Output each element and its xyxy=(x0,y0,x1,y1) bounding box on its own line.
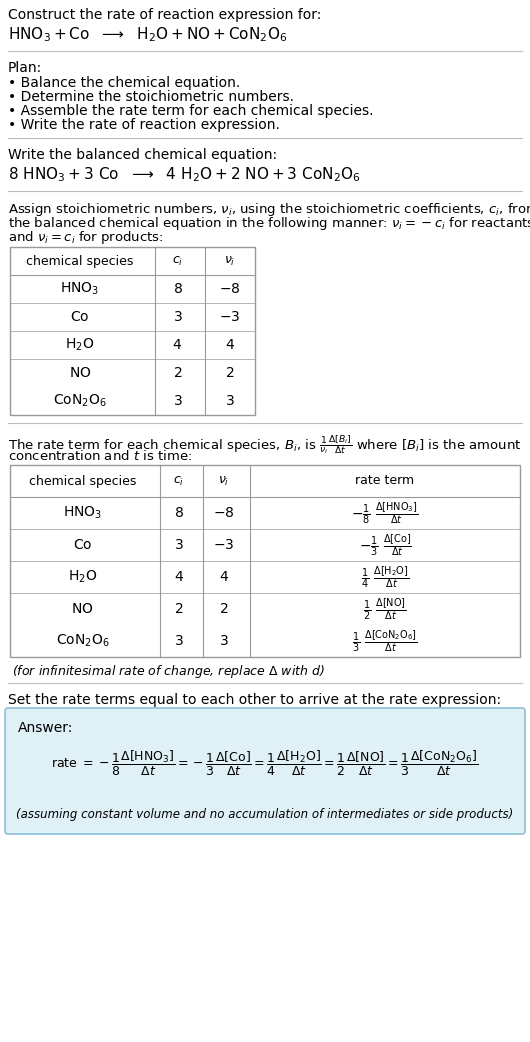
Text: Assign stoichiometric numbers, $\nu_i$, using the stoichiometric coefficients, $: Assign stoichiometric numbers, $\nu_i$, … xyxy=(8,201,530,218)
Text: rate $= -\dfrac{1}{8}\dfrac{\Delta[\mathrm{HNO_3}]}{\Delta t} = -\dfrac{1}{3}\df: rate $= -\dfrac{1}{8}\dfrac{\Delta[\math… xyxy=(51,748,479,777)
Bar xyxy=(10,465,520,658)
Text: (assuming constant volume and no accumulation of intermediates or side products): (assuming constant volume and no accumul… xyxy=(16,808,514,821)
Text: $3$: $3$ xyxy=(225,394,235,408)
Text: $8\ \mathrm{HNO_3} + 3\ \mathrm{Co}\ \ \longrightarrow\ \ 4\ \mathrm{H_2O} + 2\ : $8\ \mathrm{HNO_3} + 3\ \mathrm{Co}\ \ \… xyxy=(8,165,360,183)
Text: $\mathrm{Co}$: $\mathrm{Co}$ xyxy=(70,311,90,324)
Text: $3$: $3$ xyxy=(174,634,184,648)
Bar xyxy=(10,247,255,415)
Text: $\frac{1}{4}\ \frac{\Delta[\mathrm{H_2O}]}{\Delta t}$: $\frac{1}{4}\ \frac{\Delta[\mathrm{H_2O}… xyxy=(361,564,409,590)
Text: $\mathrm{HNO_3}$: $\mathrm{HNO_3}$ xyxy=(63,504,102,521)
Text: $4$: $4$ xyxy=(219,570,229,584)
Text: • Write the rate of reaction expression.: • Write the rate of reaction expression. xyxy=(8,118,280,132)
Text: $-3$: $-3$ xyxy=(214,538,235,552)
Text: $\frac{1}{3}\ \frac{\Delta[\mathrm{CoN_2O_6}]}{\Delta t}$: $\frac{1}{3}\ \frac{\Delta[\mathrm{CoN_2… xyxy=(352,628,418,654)
Text: $c_i$: $c_i$ xyxy=(173,474,184,488)
Text: $\mathrm{NO}$: $\mathrm{NO}$ xyxy=(71,602,94,616)
Text: $\nu_i$: $\nu_i$ xyxy=(224,254,236,268)
Text: $8$: $8$ xyxy=(173,282,182,296)
Text: $3$: $3$ xyxy=(174,538,184,552)
Text: $\mathrm{H_2O}$: $\mathrm{H_2O}$ xyxy=(65,337,95,353)
Text: $\mathrm{CoN_2O_6}$: $\mathrm{CoN_2O_6}$ xyxy=(56,632,109,649)
Text: $2$: $2$ xyxy=(173,366,182,380)
Text: Answer:: Answer: xyxy=(18,721,73,735)
Text: • Balance the chemical equation.: • Balance the chemical equation. xyxy=(8,76,240,90)
Text: $2$: $2$ xyxy=(225,366,235,380)
Text: chemical species: chemical species xyxy=(26,254,134,268)
Text: $\mathrm{HNO_3}$: $\mathrm{HNO_3}$ xyxy=(60,280,100,297)
Text: $-8$: $-8$ xyxy=(219,282,241,296)
Text: $\mathrm{NO}$: $\mathrm{NO}$ xyxy=(69,366,91,380)
Text: $8$: $8$ xyxy=(174,506,184,520)
Text: $-\frac{1}{8}\ \frac{\Delta[\mathrm{HNO_3}]}{\Delta t}$: $-\frac{1}{8}\ \frac{\Delta[\mathrm{HNO_… xyxy=(351,500,419,526)
Text: • Determine the stoichiometric numbers.: • Determine the stoichiometric numbers. xyxy=(8,90,294,104)
Text: $4$: $4$ xyxy=(225,338,235,352)
Text: Plan:: Plan: xyxy=(8,61,42,75)
Text: $\frac{1}{2}\ \frac{\Delta[\mathrm{NO}]}{\Delta t}$: $\frac{1}{2}\ \frac{\Delta[\mathrm{NO}]}… xyxy=(363,596,407,622)
Text: $\mathrm{CoN_2O_6}$: $\mathrm{CoN_2O_6}$ xyxy=(53,393,107,410)
Text: $2$: $2$ xyxy=(174,602,184,616)
Text: $4$: $4$ xyxy=(172,338,182,352)
Text: $\mathrm{H_2O}$: $\mathrm{H_2O}$ xyxy=(68,569,97,586)
Text: the balanced chemical equation in the following manner: $\nu_i = -c_i$ for react: the balanced chemical equation in the fo… xyxy=(8,215,530,232)
Text: $-3$: $-3$ xyxy=(219,311,241,324)
Text: chemical species: chemical species xyxy=(29,474,136,488)
Text: Construct the rate of reaction expression for:: Construct the rate of reaction expressio… xyxy=(8,8,321,22)
Text: • Assemble the rate term for each chemical species.: • Assemble the rate term for each chemic… xyxy=(8,104,374,118)
Text: $-8$: $-8$ xyxy=(213,506,235,520)
Text: The rate term for each chemical species, $B_i$, is $\frac{1}{\nu_i}\frac{\Delta[: The rate term for each chemical species,… xyxy=(8,433,522,456)
FancyBboxPatch shape xyxy=(5,708,525,834)
Text: Write the balanced chemical equation:: Write the balanced chemical equation: xyxy=(8,148,277,162)
Text: $3$: $3$ xyxy=(173,311,182,324)
Text: $\mathrm{HNO_3} + \mathrm{Co}\ \ \longrightarrow\ \ \mathrm{H_2O} + \mathrm{NO} : $\mathrm{HNO_3} + \mathrm{Co}\ \ \longri… xyxy=(8,25,287,44)
Text: and $\nu_i = c_i$ for products:: and $\nu_i = c_i$ for products: xyxy=(8,229,164,246)
Text: (for infinitesimal rate of change, replace $\Delta$ with $d$): (for infinitesimal rate of change, repla… xyxy=(12,663,325,680)
Text: $\nu_i$: $\nu_i$ xyxy=(218,474,229,488)
Text: $4$: $4$ xyxy=(174,570,184,584)
Text: rate term: rate term xyxy=(356,474,414,488)
Text: $2$: $2$ xyxy=(219,602,228,616)
Text: $\mathrm{Co}$: $\mathrm{Co}$ xyxy=(73,538,92,552)
Text: concentration and $t$ is time:: concentration and $t$ is time: xyxy=(8,449,192,463)
Text: $-\frac{1}{3}\ \frac{\Delta[\mathrm{Co}]}{\Delta t}$: $-\frac{1}{3}\ \frac{\Delta[\mathrm{Co}]… xyxy=(358,532,411,557)
Text: $3$: $3$ xyxy=(173,394,182,408)
Text: $3$: $3$ xyxy=(219,634,229,648)
Text: $c_i$: $c_i$ xyxy=(172,254,183,268)
Text: Set the rate terms equal to each other to arrive at the rate expression:: Set the rate terms equal to each other t… xyxy=(8,693,501,708)
